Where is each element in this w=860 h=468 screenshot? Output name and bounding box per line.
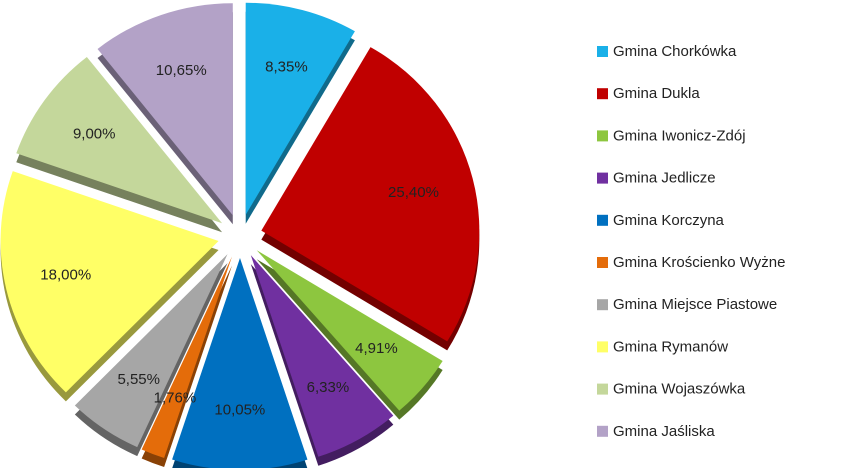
slice (0, 171, 219, 393)
legend-swatch (597, 299, 608, 311)
legend-swatch (597, 172, 608, 184)
slice (250, 255, 394, 457)
slice (97, 3, 233, 216)
slice (261, 47, 480, 342)
legend-swatch (597, 130, 608, 142)
legend-label: Gmina Iwonicz-Zdój (613, 127, 746, 144)
data-label: 1,76% (154, 390, 197, 407)
slice (141, 256, 233, 458)
legend-label: Gmina Miejsce Piastowe (613, 296, 777, 313)
legend-label: Gmina Jaśliska (613, 423, 715, 440)
legend-label: Gmina Wojaszówka (613, 381, 746, 398)
legend-label: Gmina Dukla (613, 85, 700, 102)
slice (16, 56, 223, 224)
data-label: 5,55% (117, 371, 160, 388)
legend-swatch (597, 341, 608, 353)
slice (245, 2, 355, 215)
legend-swatch (597, 383, 608, 395)
data-label: 9,00% (73, 126, 116, 143)
legend-swatch (597, 214, 608, 226)
slice (172, 258, 308, 468)
legend-label: Gmina Chorkówka (613, 43, 737, 60)
data-label: 4,91% (355, 340, 398, 357)
data-label: 25,40% (388, 184, 439, 201)
legend-label: Gmina Krościenko Wyżne (613, 254, 785, 271)
legend-label: Gmina Jedlicze (613, 170, 716, 187)
legend-label: Gmina Korczyna (613, 212, 725, 229)
data-label: 6,33% (307, 379, 350, 396)
legend-swatch (597, 257, 608, 268)
legend-swatch (597, 46, 608, 57)
data-label: 10,65% (156, 62, 207, 79)
data-label: 8,35% (265, 58, 308, 75)
legend-swatch (597, 425, 608, 437)
data-label: 10,05% (214, 402, 265, 419)
slice (74, 254, 228, 448)
legend-swatch (597, 88, 608, 100)
data-label: 18,00% (40, 267, 91, 284)
slice (256, 250, 443, 411)
legend-label: Gmina Rymanów (613, 338, 728, 355)
